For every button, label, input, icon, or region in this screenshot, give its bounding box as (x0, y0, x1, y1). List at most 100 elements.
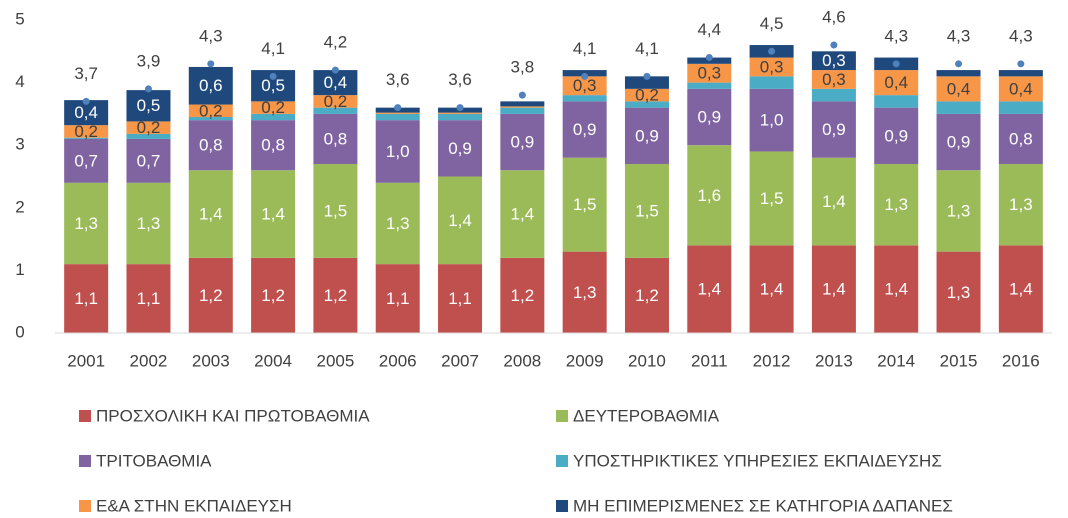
total-label: 3,6 (386, 70, 410, 89)
data-label: 1,1 (74, 289, 98, 308)
data-label: 0,8 (324, 129, 348, 148)
x-tick-label: 2016 (1002, 351, 1040, 370)
legend-label: ΤΡΙΤΟΒΑΘΜΙΑ (96, 451, 212, 470)
bar-segment (749, 57, 794, 77)
data-label: 1,2 (635, 286, 659, 305)
x-tick-label: 2006 (379, 351, 417, 370)
bar-segment (64, 138, 109, 183)
data-label: 0,9 (635, 126, 659, 145)
total-label: 4,1 (573, 39, 597, 58)
bar-segment (624, 88, 669, 102)
data-label: 0,4 (1009, 79, 1033, 98)
bar-segment (375, 120, 420, 183)
data-label: 1,1 (386, 289, 410, 308)
bar-segment (251, 120, 296, 171)
bar-segment (687, 145, 732, 246)
total-marker (518, 91, 526, 99)
bar-segment (936, 251, 981, 333)
x-tick-label: 2008 (503, 351, 541, 370)
bar-segment (500, 170, 545, 258)
total-label: 4,3 (947, 26, 971, 45)
legend-label: ΜΗ ΕΠΙΜΕΡΙΣΜΕΝΕΣ ΣΕ ΚΑΤΗΓΟΡΙΑ ΔΑΠΑΝΕΣ (573, 496, 953, 515)
data-label: 1,4 (199, 205, 223, 224)
data-label: 0,2 (74, 122, 98, 141)
total-marker (768, 47, 776, 55)
bar-segment (624, 163, 669, 258)
bar-segment (936, 101, 981, 114)
data-label: 1,2 (511, 286, 535, 305)
bar-segment (811, 245, 856, 333)
bar-segment (313, 257, 358, 333)
legend-label: ΥΠΟΣΤΗΡΙΚΤΙΚΕΣ ΥΠΗΡΕΣΙΕΣ ΕΚΠΑΙΔΕΥΣΗΣ (573, 451, 942, 470)
data-label: 0,3 (697, 64, 721, 83)
bar-segment (936, 70, 981, 77)
data-label: 0,9 (947, 133, 971, 152)
bar-segment (687, 88, 732, 146)
data-label: 1,3 (947, 283, 971, 302)
data-label: 1,3 (137, 214, 161, 233)
data-label: 0,8 (261, 136, 285, 155)
bar-segment (562, 101, 607, 158)
y-tick-label: 3 (15, 135, 24, 154)
legend-swatch (556, 410, 568, 422)
data-label: 0,7 (137, 151, 161, 170)
x-tick-label: 2007 (441, 351, 479, 370)
x-tick-label: 2001 (67, 351, 105, 370)
bar-segment (998, 76, 1043, 102)
bar-segment (313, 107, 358, 114)
data-label: 0,4 (74, 103, 98, 122)
data-label: 1,3 (884, 195, 908, 214)
bar-segment (313, 95, 358, 108)
data-label: 1,2 (261, 286, 285, 305)
bar-segment (936, 170, 981, 252)
bar-segment (811, 51, 856, 71)
x-tick-label: 2013 (815, 351, 853, 370)
total-marker (643, 72, 651, 80)
data-label: 1,4 (511, 205, 535, 224)
total-label: 4,2 (324, 33, 348, 52)
data-label: 1,3 (573, 283, 597, 302)
bar-segment (313, 70, 358, 96)
bar-segment (251, 113, 296, 121)
bar-segment (624, 101, 669, 108)
data-label: 1,5 (573, 195, 597, 214)
bar-segment (251, 170, 296, 258)
data-label: 1,4 (448, 211, 472, 230)
total-label: 3,7 (74, 64, 98, 83)
bar-segment (188, 66, 233, 105)
x-tick-label: 2010 (628, 351, 666, 370)
data-label: 0,2 (199, 101, 223, 120)
bar-segment (749, 76, 794, 89)
data-label: 0,9 (448, 139, 472, 158)
bar-segment (126, 133, 171, 139)
bar-segment (188, 257, 233, 333)
total-marker (892, 60, 900, 68)
data-label: 1,3 (947, 201, 971, 220)
data-label: 0,2 (635, 86, 659, 105)
bar-segment (749, 88, 794, 152)
total-marker (207, 60, 215, 68)
total-marker (705, 54, 713, 62)
bar-segment (811, 70, 856, 89)
legend-label: ΠΡΟΣΧΟΛΙΚΗ ΚΑΙ ΠΡΩΤΟΒΑΘΜΙΑ (96, 406, 370, 425)
total-marker (955, 60, 963, 68)
x-tick-label: 2002 (130, 351, 168, 370)
bar-segment (562, 76, 607, 96)
data-label: 0,5 (137, 96, 161, 115)
data-label: 0,3 (760, 57, 784, 76)
bar-segment (251, 257, 296, 333)
bar-segment (438, 112, 483, 114)
bar-segment (500, 107, 545, 114)
bar-segment (874, 163, 919, 246)
total-label: 4,5 (760, 14, 784, 33)
data-label: 0,2 (324, 92, 348, 111)
data-label: 1,4 (697, 280, 721, 299)
legend-swatch (556, 455, 568, 467)
total-marker (581, 72, 589, 80)
data-label: 0,4 (324, 73, 348, 92)
bar-segment (874, 70, 919, 96)
bar-segment (811, 88, 856, 102)
bar-segment (500, 257, 545, 333)
data-label: 1,5 (635, 201, 659, 220)
bar-segment (500, 106, 545, 108)
